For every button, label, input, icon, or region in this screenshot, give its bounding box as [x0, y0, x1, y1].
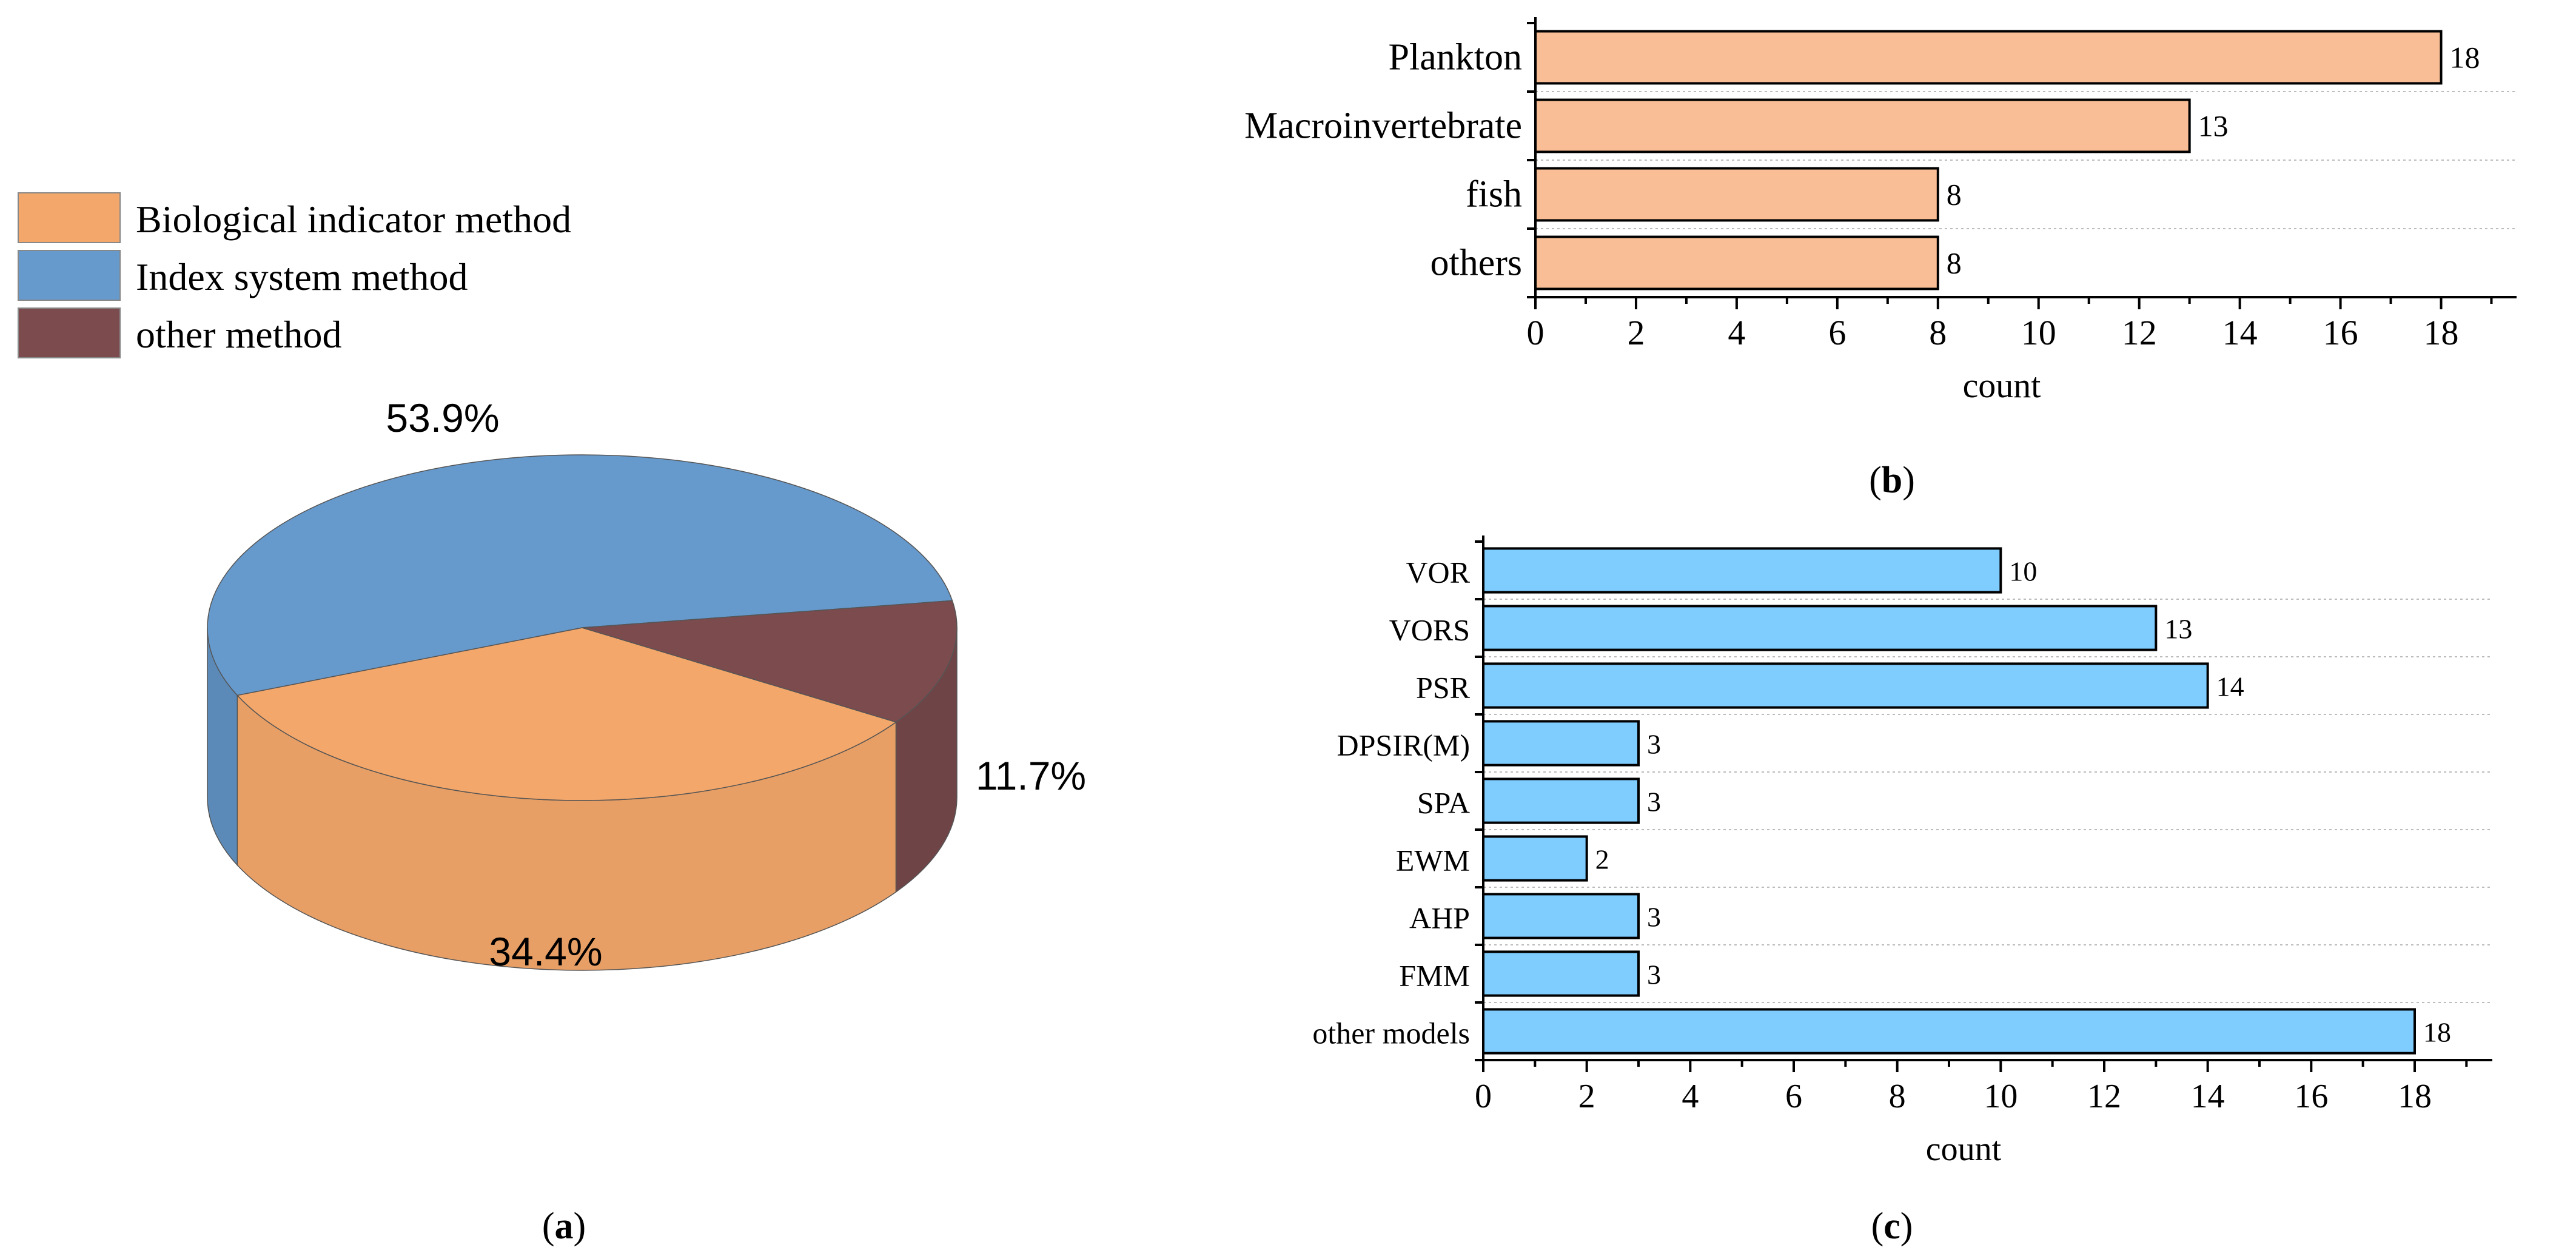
pie-slice-labels: 53.9% 11.7% 34.4% — [386, 395, 1086, 974]
chart-b-x-tick-label-9: 18 — [2424, 313, 2459, 352]
chart-c-value-label-1: 13 — [2164, 614, 2192, 645]
chart-c-bar-3 — [1482, 720, 1640, 767]
chart-c-value-label-5: 2 — [1595, 844, 1609, 875]
chart-c-x-tick-label-5: 10 — [1984, 1078, 2018, 1115]
chart-c-x-tick-label-0: 0 — [1475, 1078, 1492, 1115]
chart-c-bar-7 — [1482, 950, 1640, 997]
chart-b-x-tick-label-7: 14 — [2222, 313, 2258, 352]
legend-label-1: Index system method — [136, 255, 468, 298]
caption-b: (b) — [1869, 460, 1915, 501]
chart-b-x-tick-label-3: 6 — [1828, 313, 1846, 352]
chart-b-bar-0 — [1534, 30, 2443, 85]
legend-swatch-2 — [18, 307, 121, 358]
bar-chart-c-bars: 10 13 14 3 3 2 3 3 18 — [1482, 547, 2451, 1055]
chart-b-value-label-3: 8 — [1947, 246, 1962, 280]
chart-c-x-tick-label-2: 4 — [1682, 1078, 1699, 1115]
pie-chart — [207, 454, 958, 971]
chart-c-x-tick-label-7: 14 — [2191, 1078, 2225, 1115]
chart-c-x-tick-label-1: 2 — [1578, 1078, 1595, 1115]
caption-a: (a) — [542, 1206, 586, 1247]
bar-chart-c-panel: 10 13 14 3 3 2 3 3 18 VOR VORS PSR DPSIR(M) SPA EWM AH… — [1312, 535, 2492, 1168]
chart-c-bar-6 — [1482, 893, 1640, 939]
chart-b-value-label-2: 8 — [1947, 178, 1962, 212]
chart-c-x-tick-label-4: 8 — [1889, 1078, 1906, 1115]
chart-c-value-label-8: 18 — [2423, 1017, 2451, 1048]
pie-slice-other — [582, 600, 958, 723]
legend-label-0: Biological indicator method — [136, 198, 571, 241]
chart-b-x-tick-label-1: 2 — [1627, 313, 1645, 352]
legend-swatch-1 — [18, 250, 121, 301]
chart-c-bar-0 — [1482, 547, 2002, 594]
chart-b-bar-1 — [1534, 98, 2191, 153]
chart-b-category-label-1: Macroinvertebrate — [1244, 106, 1522, 147]
chart-c-x-tick-label-3: 6 — [1785, 1078, 1802, 1115]
chart-c-value-label-4: 3 — [1647, 787, 1661, 818]
chart-c-value-label-2: 14 — [2216, 671, 2244, 702]
chart-b-category-label-3: others — [1430, 243, 1522, 284]
pie-chart-panel: Biological indicator method Index system … — [18, 192, 1086, 974]
legend-label-2: other method — [136, 313, 341, 356]
chart-c-category-label-0: VOR — [1406, 556, 1470, 589]
chart-b-x-tick-label-6: 12 — [2122, 313, 2157, 352]
chart-b-x-tick-label-4: 8 — [1929, 313, 1947, 352]
chart-c-category-label-4: SPA — [1417, 786, 1470, 820]
pie-label-index: 53.9% — [386, 395, 499, 440]
chart-c-bar-2 — [1482, 662, 2209, 709]
chart-b-value-label-0: 18 — [2450, 41, 2480, 75]
chart-b-x-tick-label-0: 0 — [1527, 313, 1545, 352]
chart-c-x-tick-label-6: 12 — [2087, 1078, 2121, 1115]
pie-label-other: 11.7% — [976, 753, 1086, 798]
chart-b-bar-2 — [1534, 167, 1939, 222]
chart-c-x-tick-label-9: 18 — [2398, 1078, 2432, 1115]
chart-c-value-label-6: 3 — [1647, 902, 1661, 933]
chart-c-bar-8 — [1482, 1008, 2416, 1055]
chart-b-bar-3 — [1534, 235, 1939, 290]
chart-c-value-label-3: 3 — [1647, 729, 1661, 760]
chart-c-category-label-8: other models — [1312, 1016, 1470, 1050]
pie-slice-index — [207, 454, 953, 696]
chart-c-bar-5 — [1482, 835, 1588, 882]
chart-c-category-label-2: PSR — [1416, 671, 1471, 705]
chart-b-x-tick-label-2: 4 — [1728, 313, 1745, 352]
caption-c: (c) — [1871, 1206, 1913, 1247]
chart-c-value-label-0: 10 — [2009, 556, 2037, 587]
chart-c-category-label-6: AHP — [1409, 901, 1470, 935]
chart-c-category-label-1: VORS — [1389, 613, 1470, 647]
chart-b-value-label-1: 13 — [2198, 109, 2229, 143]
bar-chart-c-grid — [1483, 599, 2492, 1003]
pie-legend: Biological indicator method Index system … — [18, 192, 571, 358]
chart-c-category-label-3: DPSIR(M) — [1337, 728, 1470, 762]
chart-c-bar-4 — [1482, 777, 1640, 824]
chart-c-category-label-7: FMM — [1399, 959, 1470, 993]
legend-swatch-0 — [18, 192, 121, 243]
chart-c-x-tick-label-8: 16 — [2294, 1078, 2328, 1115]
chart-b-category-label-2: fish — [1466, 174, 1522, 215]
chart-c-category-label-5: EWM — [1396, 844, 1470, 878]
bar-chart-c-axes: VOR VORS PSR DPSIR(M) SPA EWM AHP FMM other mode… — [1312, 535, 2492, 1168]
chart-c-x-axis-title: count — [1926, 1130, 2002, 1168]
chart-c-value-label-7: 3 — [1647, 959, 1661, 990]
pie-slice-biological — [236, 627, 897, 801]
pie-label-biological: 34.4% — [489, 929, 602, 974]
chart-c-bar-1 — [1482, 605, 2158, 651]
chart-b-x-axis-title: count — [1963, 366, 2041, 405]
bar-chart-b-bars: 18 13 8 8 — [1534, 30, 2480, 290]
chart-b-x-tick-label-8: 16 — [2323, 313, 2358, 352]
chart-b-category-label-0: Plankton — [1389, 37, 1522, 78]
chart-b-x-tick-label-5: 10 — [2021, 313, 2056, 352]
